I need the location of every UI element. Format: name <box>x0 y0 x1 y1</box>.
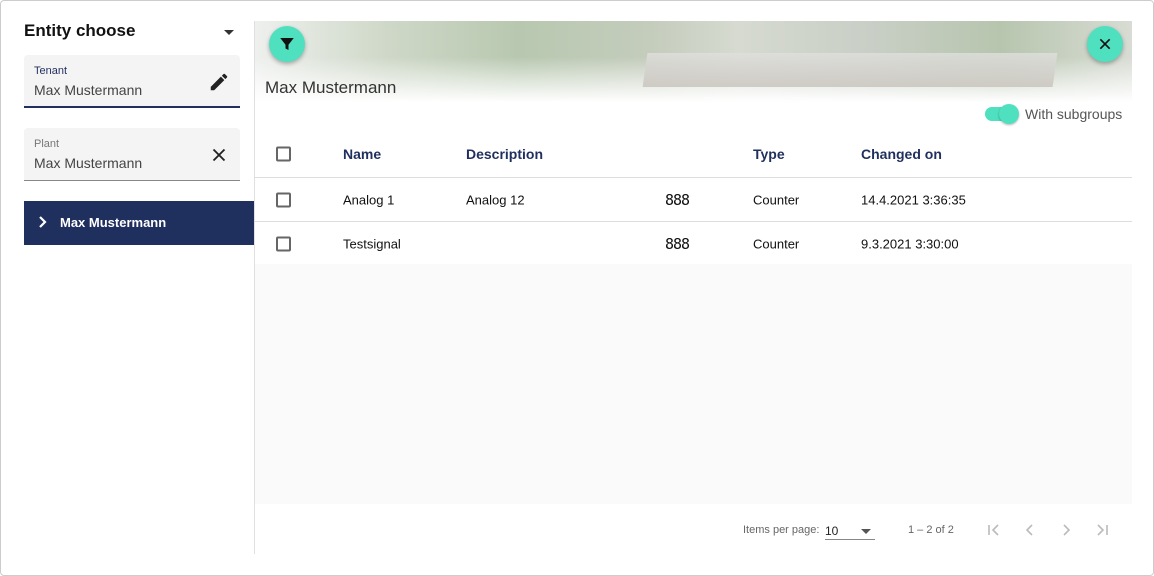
tree-item-label: Max Mustermann <box>60 215 167 230</box>
subgroups-toggle[interactable]: With subgroups <box>985 104 1123 124</box>
filter-button[interactable] <box>269 26 305 62</box>
first-page-icon <box>988 524 999 536</box>
plant-label: Plant <box>34 138 60 150</box>
signals-table: Name Description Type Changed on Analog … <box>255 131 1132 266</box>
filter-icon <box>280 38 294 50</box>
page-range: 1 – 2 of 2 <box>908 524 954 536</box>
cell-changed: 14.4.2021 3:36:35 <box>861 192 966 207</box>
toggle-switch[interactable] <box>985 104 1019 124</box>
divider <box>254 21 255 554</box>
col-changed[interactable]: Changed on <box>861 146 942 162</box>
last-page-button[interactable] <box>1091 519 1113 541</box>
tree-item[interactable]: Max Mustermann <box>24 201 254 245</box>
cell-type: Counter <box>753 192 800 207</box>
row-checkbox[interactable] <box>276 192 291 207</box>
items-per-page-label: Items per page: <box>743 524 820 536</box>
items-per-page-value: 10 <box>825 524 839 538</box>
counter-icon: 888 <box>665 190 690 209</box>
close-icon <box>1099 38 1111 50</box>
main-panel: Max Mustermann With subgroups Name Descr… <box>255 21 1132 554</box>
caret-down-icon <box>861 529 871 534</box>
tenant-field[interactable]: Tenant Max Mustermann <box>24 55 240 108</box>
toggle-label: With subgroups <box>1025 106 1123 122</box>
close-button[interactable] <box>1087 26 1123 62</box>
panel-title: Max Mustermann <box>265 78 397 97</box>
sidebar-title: Entity choose <box>24 21 136 40</box>
col-description[interactable]: Description <box>466 146 544 162</box>
next-page-button[interactable] <box>1055 519 1077 541</box>
clear-icon[interactable] <box>208 144 230 166</box>
caret-down-icon[interactable] <box>224 30 234 35</box>
cell-description: Analog 12 <box>466 192 525 207</box>
first-page-button[interactable] <box>983 519 1005 541</box>
chevron-right-icon[interactable] <box>38 215 48 229</box>
tenant-value: Max Mustermann <box>34 82 143 98</box>
cell-name: Testsignal <box>343 236 401 251</box>
counter-icon: 888 <box>665 234 690 253</box>
pencil-icon[interactable] <box>208 71 230 93</box>
paginator: Items per page: 10 1 – 2 of 2 <box>255 504 1132 554</box>
table-empty-area <box>255 264 1132 504</box>
table-row[interactable]: Analog 1 Analog 12 888 Counter 14.4.2021… <box>255 178 1132 222</box>
cell-changed: 9.3.2021 3:30:00 <box>861 236 959 251</box>
cell-name: Analog 1 <box>343 192 395 207</box>
items-per-page-select[interactable]: 10 <box>825 520 875 540</box>
row-checkbox[interactable] <box>276 236 291 251</box>
col-name[interactable]: Name <box>343 146 382 162</box>
entity-sidebar: Entity choose Tenant Max Mustermann Plan… <box>24 1 254 554</box>
cell-type: Counter <box>753 236 800 251</box>
tenant-label: Tenant <box>34 65 68 77</box>
chevron-right-icon <box>1063 524 1071 536</box>
plant-field[interactable]: Plant Max Mustermann <box>24 128 240 181</box>
table-row[interactable]: Testsignal 888 Counter 9.3.2021 3:30:00 <box>255 222 1132 266</box>
chevron-left-icon <box>1025 524 1033 536</box>
prev-page-button[interactable] <box>1019 519 1041 541</box>
plant-value: Max Mustermann <box>34 155 143 171</box>
last-page-icon <box>1097 524 1108 536</box>
col-type[interactable]: Type <box>753 146 785 162</box>
select-all-checkbox[interactable] <box>276 146 291 162</box>
banner-image <box>255 21 1132 111</box>
table-header: Name Description Type Changed on <box>255 131 1132 178</box>
